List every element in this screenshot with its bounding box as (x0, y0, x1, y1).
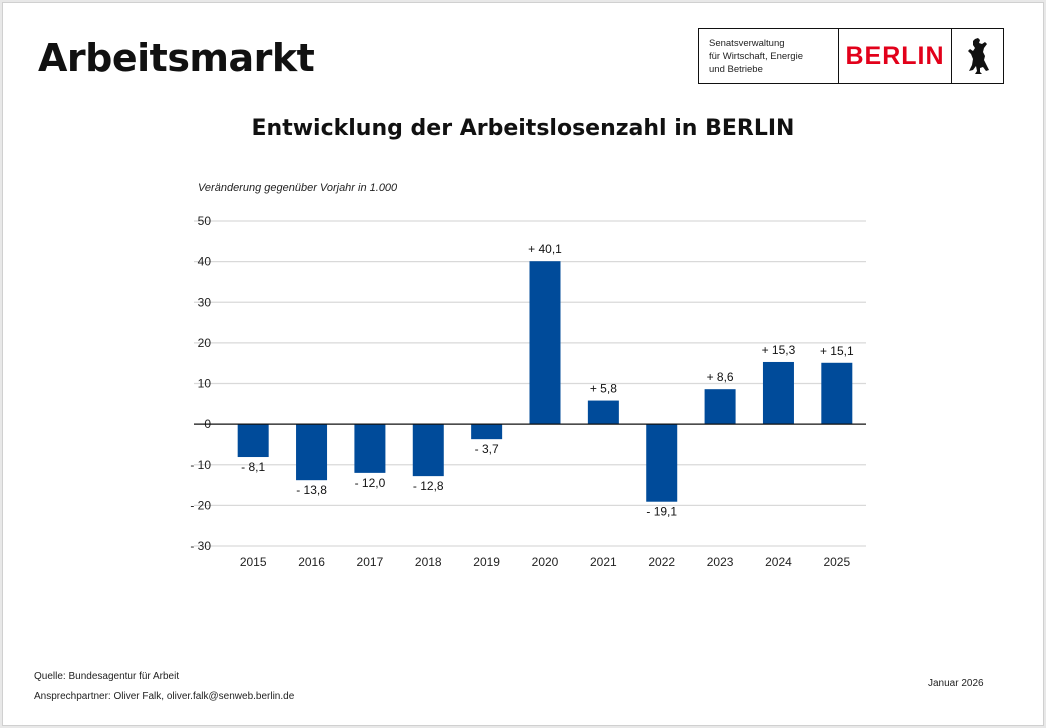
x-tick-label: 2022 (648, 555, 675, 569)
data-label: + 40,1 (528, 242, 562, 256)
y-tick-label: - 20 (190, 498, 211, 512)
data-label: + 15,1 (820, 344, 854, 358)
x-tick-label: 2018 (415, 555, 442, 569)
data-label: - 8,1 (241, 460, 265, 474)
bar (412, 424, 444, 477)
chart-subtitle: Veränderung gegenüber Vorjahr in 1.000 (198, 182, 398, 194)
x-tick-label: 2021 (590, 555, 617, 569)
data-label: + 5,8 (590, 382, 617, 396)
bar (587, 400, 619, 425)
source-note: Quelle: Bundesagentur für Arbeit (34, 671, 180, 682)
logo-line-1: Senatsverwaltung (709, 38, 785, 49)
y-tick-label: 40 (198, 255, 212, 269)
y-tick-label: 30 (198, 295, 212, 309)
bar (704, 389, 736, 425)
data-label: - 12,0 (355, 476, 386, 490)
contact-note: Ansprechpartner: Oliver Falk, oliver.fal… (34, 691, 295, 702)
logo-line-3: und Betriebe (709, 64, 763, 75)
y-tick-label: 10 (198, 377, 212, 391)
data-label: - 19,1 (646, 505, 677, 519)
y-tick-label: 20 (198, 336, 212, 350)
data-label: + 15,3 (762, 343, 796, 357)
logo-line-2: für Wirtschaft, Energie (709, 51, 803, 62)
bar (529, 261, 561, 425)
logo-text: Senatsverwaltung für Wirtschaft, Energie… (699, 29, 839, 83)
x-tick-label: 2023 (707, 555, 734, 569)
page-title: Arbeitsmarkt (38, 36, 315, 80)
logo-brand: BERLIN (839, 29, 952, 83)
y-tick-label: - 10 (190, 458, 211, 472)
chart-title: Entwicklung der Arbeitslosenzahl in BERL… (251, 116, 795, 141)
x-tick-label: 2020 (532, 555, 559, 569)
bear-icon (952, 29, 1003, 83)
senate-logo: Senatsverwaltung für Wirtschaft, Energie… (698, 28, 1004, 84)
x-tick-label: 2015 (240, 555, 267, 569)
bar (354, 424, 386, 473)
x-tick-label: 2016 (298, 555, 325, 569)
bar (762, 361, 794, 425)
x-tick-label: 2017 (357, 555, 384, 569)
data-label: + 8,6 (707, 370, 734, 384)
x-tick-label: 2024 (765, 555, 792, 569)
data-label: - 3,7 (475, 442, 499, 456)
data-label: - 12,8 (413, 479, 444, 493)
bar (821, 362, 853, 425)
bar (471, 424, 503, 440)
x-tick-label: 2019 (473, 555, 500, 569)
data-label: - 13,8 (296, 483, 327, 497)
bar (296, 424, 328, 481)
y-tick-label: 50 (198, 214, 212, 228)
date-note: Januar 2026 (928, 678, 984, 689)
x-tick-label: 2025 (823, 555, 850, 569)
bar (646, 424, 678, 502)
bar (237, 424, 269, 458)
y-tick-label: - 30 (190, 539, 211, 553)
